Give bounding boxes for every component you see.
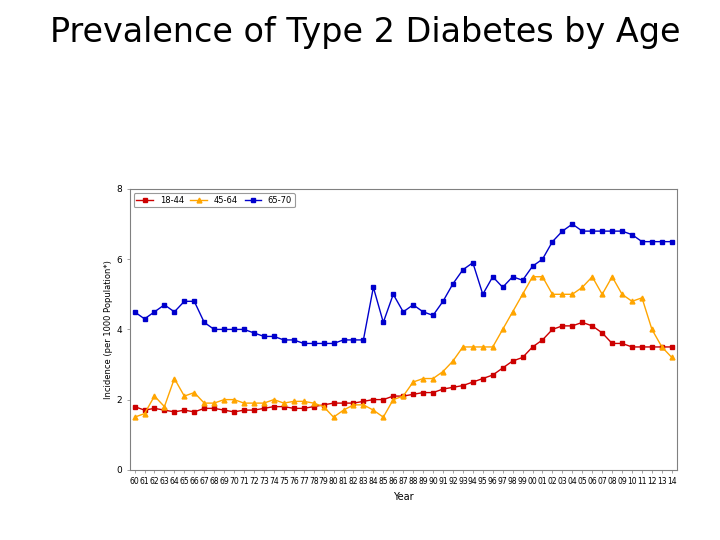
- 65-70: [190, 298, 199, 305]
- Y-axis label: Incidence (per 1000 Population*): Incidence (per 1000 Population*): [104, 260, 114, 399]
- Text: Prevalence of Type 2 Diabetes by Age: Prevalence of Type 2 Diabetes by Age: [50, 16, 681, 49]
- 65-70: [568, 221, 577, 227]
- 18-44: [578, 319, 587, 326]
- 18-44: [170, 409, 179, 415]
- 45-64: [657, 343, 666, 350]
- 65-70: [130, 308, 139, 315]
- 45-64: [130, 414, 139, 420]
- 18-44: [269, 403, 278, 410]
- 18-44: [628, 343, 636, 350]
- Line: 65-70: 65-70: [132, 221, 674, 346]
- 45-64: [528, 273, 537, 280]
- Line: 45-64: 45-64: [132, 274, 674, 420]
- 18-44: [339, 400, 348, 406]
- 45-64: [667, 354, 676, 361]
- 45-64: [260, 400, 269, 406]
- 18-44: [667, 343, 676, 350]
- 45-64: [230, 396, 238, 403]
- 45-64: [618, 291, 626, 298]
- X-axis label: Year: Year: [393, 492, 413, 502]
- 45-64: [329, 414, 338, 420]
- 65-70: [260, 333, 269, 340]
- 18-44: [240, 407, 248, 414]
- Legend: 18-44, 45-64, 65-70: 18-44, 45-64, 65-70: [134, 193, 294, 207]
- 65-70: [300, 340, 308, 347]
- 65-70: [657, 238, 666, 245]
- 18-44: [657, 343, 666, 350]
- 65-70: [230, 326, 238, 333]
- 18-44: [200, 405, 209, 411]
- Line: 18-44: 18-44: [132, 321, 674, 414]
- 65-70: [667, 238, 676, 245]
- 65-70: [339, 337, 348, 343]
- 45-64: [190, 389, 199, 396]
- 65-70: [628, 231, 636, 238]
- 18-44: [130, 403, 139, 410]
